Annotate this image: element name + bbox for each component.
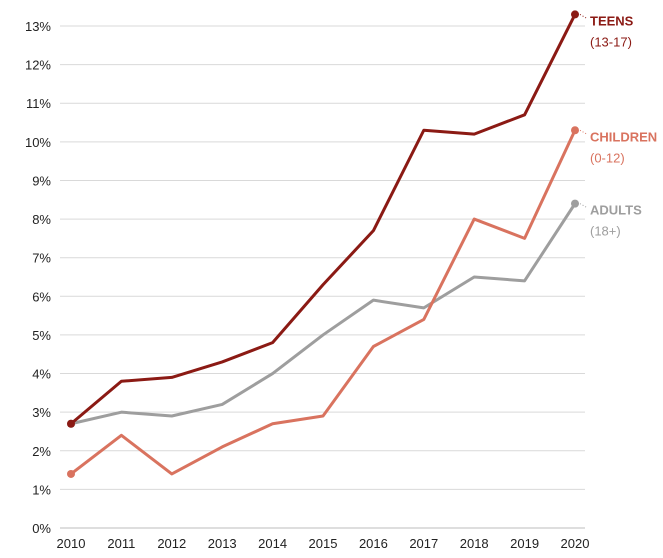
series-sublabel-teens: (13-17) [590,34,632,49]
series-label-teens: TEENS [590,13,634,28]
y-tick-label: 3% [32,405,51,420]
y-tick-label: 4% [32,367,51,382]
x-tick-label: 2016 [359,536,388,551]
series [67,10,579,478]
gridlines [60,25,585,529]
label-leader-children [579,129,588,135]
y-tick-label: 9% [32,173,51,188]
x-tick-label: 2010 [57,536,86,551]
series-line-teens [69,12,577,426]
y-tick-label: 5% [32,328,51,343]
series-end-point-children [571,126,579,135]
label-leader-teens [579,13,588,19]
x-tick-label: 2015 [309,536,338,551]
series-sublabel-adults: (18+) [590,224,621,239]
series-end-point-adults [571,199,579,208]
series-label-children: CHILDREN [590,129,657,144]
x-tick-label: 2019 [510,536,539,551]
series-labels: ADULTS (18+) CHILDREN (0-12) TEENS (13-17) [579,13,657,239]
series-start-point-children [67,469,75,478]
x-axis-ticks: 2010 2011 2012 2013 2014 2015 2016 2017 2018 2019… [57,536,590,551]
y-tick-label: 7% [32,251,51,266]
x-tick-label: 2017 [409,536,438,551]
series-line-children [69,128,577,476]
label-leader-adults [579,203,588,209]
series-start-point-teens [67,419,75,428]
y-tick-label: 0% [32,521,51,536]
y-tick-label: 12% [25,58,51,73]
series-label-adults: ADULTS [590,203,642,218]
y-tick-label: 1% [32,482,51,497]
y-axis-ticks: 0% 1% 2% 3% 4% 5% 6% 7% 8% 9% 10% 11% 12% 13% [25,19,51,536]
series-sublabel-children: (0-12) [590,150,625,165]
series-end-point-teens [571,10,579,19]
x-tick-label: 2014 [258,536,287,551]
y-tick-label: 8% [32,212,51,227]
y-tick-label: 6% [32,289,51,304]
y-tick-label: 13% [25,19,51,34]
x-tick-label: 2020 [561,536,590,551]
x-tick-label: 2018 [460,536,489,551]
y-tick-label: 10% [25,135,51,150]
y-tick-label: 2% [32,444,51,459]
x-tick-label: 2011 [107,536,135,551]
x-tick-label: 2012 [157,536,186,551]
series-line-adults [69,202,577,426]
x-tick-label: 2013 [208,536,237,551]
y-tick-label: 11% [26,96,51,111]
